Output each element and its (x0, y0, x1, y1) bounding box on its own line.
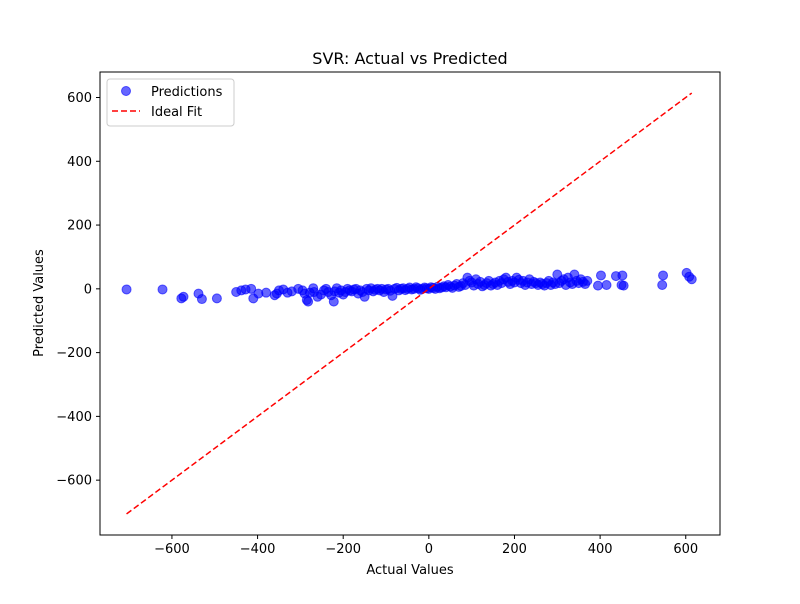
scatter-point (658, 270, 669, 281)
x-tick-label: 600 (673, 542, 698, 557)
scatter-point (618, 280, 629, 291)
legend-label-predictions: Predictions (151, 85, 223, 100)
x-tick-label: 0 (425, 542, 433, 557)
x-tick-label: −600 (154, 542, 190, 557)
y-tick-label: 400 (67, 155, 92, 170)
y-axis-label: Predicted Values (32, 249, 47, 357)
scatter-point (592, 280, 603, 291)
y-tick-label: 600 (67, 91, 92, 106)
scatter-point (121, 284, 132, 295)
x-axis-label: Actual Values (366, 563, 454, 578)
y-axis-ticks: −600 −400 −200 0 200 400 600 (56, 91, 100, 489)
scatter-point (157, 284, 168, 295)
scatter-point (601, 280, 612, 291)
legend-label-ideal-fit: Ideal Fit (151, 105, 202, 120)
y-tick-label: −400 (56, 410, 92, 425)
y-tick-label: −200 (56, 346, 92, 361)
scatter-point (178, 291, 189, 302)
chart-title: SVR: Actual vs Predicted (312, 49, 507, 68)
y-tick-label: 0 (84, 282, 92, 297)
ideal-fit-line (126, 92, 693, 515)
legend-marker-predictions (121, 86, 131, 96)
legend: Predictions Ideal Fit (106, 78, 235, 127)
scatter-point (657, 280, 668, 291)
scatter-point (211, 293, 222, 304)
scatter-point (582, 275, 593, 286)
y-tick-label: −600 (56, 474, 92, 489)
x-tick-label: 400 (588, 542, 613, 557)
scatter-point (595, 270, 606, 281)
legend-box (106, 78, 235, 127)
y-tick-label: 200 (67, 219, 92, 234)
x-tick-label: 200 (502, 542, 527, 557)
scatter-point (686, 274, 697, 285)
x-tick-label: −400 (240, 542, 276, 557)
scatter-point (246, 283, 257, 294)
scatter-point (196, 294, 207, 305)
x-axis-ticks: −600 −400 −200 0 200 400 600 (154, 535, 698, 557)
x-tick-label: −200 (325, 542, 361, 557)
series-layer (121, 92, 697, 515)
axes-frame (99, 71, 721, 536)
scatter-point (328, 296, 339, 307)
scatter-point (303, 296, 314, 307)
series-predictions (121, 267, 697, 307)
scatter-point (617, 270, 628, 281)
scatter-point (261, 287, 272, 298)
